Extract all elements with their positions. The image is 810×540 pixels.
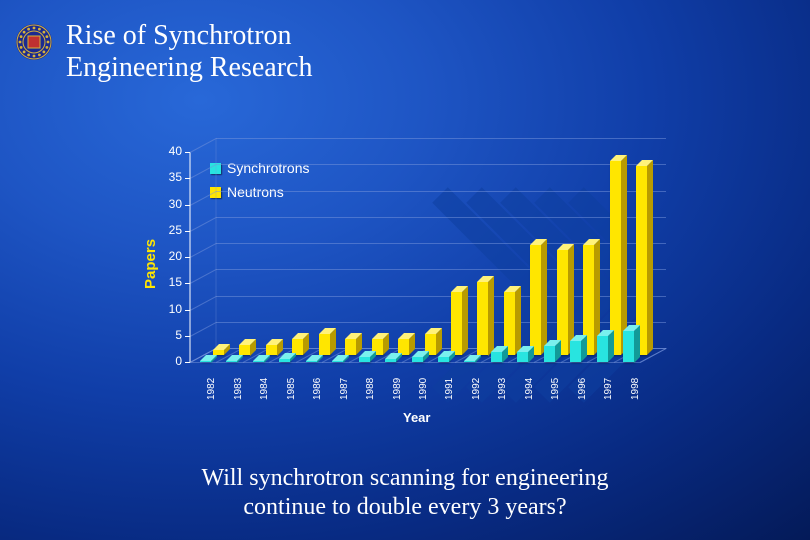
- chart-legend: Synchrotrons Neutrons: [210, 160, 309, 208]
- x-tick-label: 1984: [259, 378, 270, 400]
- gridline: [216, 139, 217, 349]
- gridline: [190, 138, 216, 153]
- x-tick-label: 1995: [550, 378, 561, 400]
- x-tick-label: 1997: [603, 378, 614, 400]
- x-tick-label: 1994: [524, 378, 535, 400]
- gridline: [190, 322, 216, 337]
- bar-synchrotrons: [517, 352, 528, 363]
- gridline: [216, 217, 666, 218]
- x-tick-label: 1985: [286, 378, 297, 400]
- x-tick-label: 1996: [577, 378, 588, 400]
- slide: Rise of Synchrotron Engineering Research…: [0, 0, 810, 540]
- gridline: [190, 217, 216, 232]
- gridline: [216, 191, 666, 192]
- y-tick-label: 10: [158, 302, 182, 316]
- footer-line-1: Will synchrotron scanning for engineerin…: [0, 464, 810, 493]
- gridline: [190, 243, 216, 258]
- x-tick-label: 1986: [312, 378, 323, 400]
- bar-neutrons: [239, 345, 250, 356]
- bar-neutrons: [451, 292, 462, 355]
- bar-synchrotrons: [200, 361, 211, 363]
- bar-neutrons: [266, 345, 277, 356]
- x-tick-label: 1990: [418, 378, 429, 400]
- bar-synchrotrons: [359, 357, 370, 362]
- x-tick-label: 1982: [206, 378, 217, 400]
- bar-neutrons: [477, 282, 488, 356]
- y-tick-label: 40: [158, 144, 182, 158]
- bar-synchrotrons: [570, 341, 581, 362]
- x-tick-label: 1988: [365, 378, 376, 400]
- bar-neutrons: [530, 245, 541, 355]
- gridline: [216, 138, 666, 139]
- y-tick-label: 30: [158, 197, 182, 211]
- bar-synchrotrons: [491, 352, 502, 363]
- bar-synchrotrons: [385, 359, 396, 362]
- legend-label: Synchrotrons: [227, 160, 309, 176]
- bar-synchrotrons: [438, 357, 449, 362]
- bar-synchrotrons: [306, 361, 317, 363]
- bar-synchrotrons: [332, 361, 343, 363]
- y-tick-label: 5: [158, 328, 182, 342]
- bar-neutrons: [319, 334, 330, 355]
- y-tick-label: 15: [158, 275, 182, 289]
- slide-footer: Will synchrotron scanning for engineerin…: [0, 464, 810, 522]
- bar-neutrons: [610, 161, 621, 355]
- bar-synchrotrons: [464, 361, 475, 363]
- institution-logo: [14, 22, 54, 62]
- x-tick-label: 1993: [497, 378, 508, 400]
- title-line-1: Rise of Synchrotron: [66, 20, 312, 52]
- y-tick-label: 20: [158, 249, 182, 263]
- bar-synchrotrons: [226, 361, 237, 363]
- y-axis-title: Papers: [142, 238, 159, 288]
- bar-synchrotrons: [279, 359, 290, 362]
- y-tick-label: 0: [158, 354, 182, 368]
- gridline: [190, 362, 640, 363]
- x-tick-label: 1991: [444, 378, 455, 400]
- gridline: [190, 269, 216, 284]
- bar-synchrotrons: [412, 357, 423, 362]
- gridline: [190, 153, 191, 363]
- x-tick-label: 1987: [339, 378, 350, 400]
- bar-neutrons: [345, 339, 356, 355]
- x-tick-label: 1989: [392, 378, 403, 400]
- bar-synchrotrons: [623, 331, 634, 363]
- gridline: [190, 296, 216, 311]
- bar-synchrotrons: [253, 361, 264, 363]
- x-tick-label: 1992: [471, 378, 482, 400]
- legend-item: Synchrotrons: [210, 160, 309, 176]
- x-tick-label: 1983: [233, 378, 244, 400]
- y-tick-label: 35: [158, 170, 182, 184]
- gridline: [216, 164, 666, 165]
- title-line-2: Engineering Research: [66, 52, 312, 84]
- slide-title: Rise of Synchrotron Engineering Research: [66, 20, 312, 84]
- legend-item: Neutrons: [210, 184, 309, 200]
- x-axis-title: Year: [403, 410, 430, 425]
- legend-label: Neutrons: [227, 184, 284, 200]
- footer-line-2: continue to double every 3 years?: [0, 493, 810, 522]
- papers-bar-chart: Synchrotrons Neutrons Papers Year 0 5 10 15 2…: [110, 110, 670, 440]
- bar-synchrotrons: [544, 346, 555, 362]
- x-tick-label: 1998: [630, 378, 641, 400]
- bar-synchrotrons: [597, 336, 608, 362]
- y-tick-label: 25: [158, 223, 182, 237]
